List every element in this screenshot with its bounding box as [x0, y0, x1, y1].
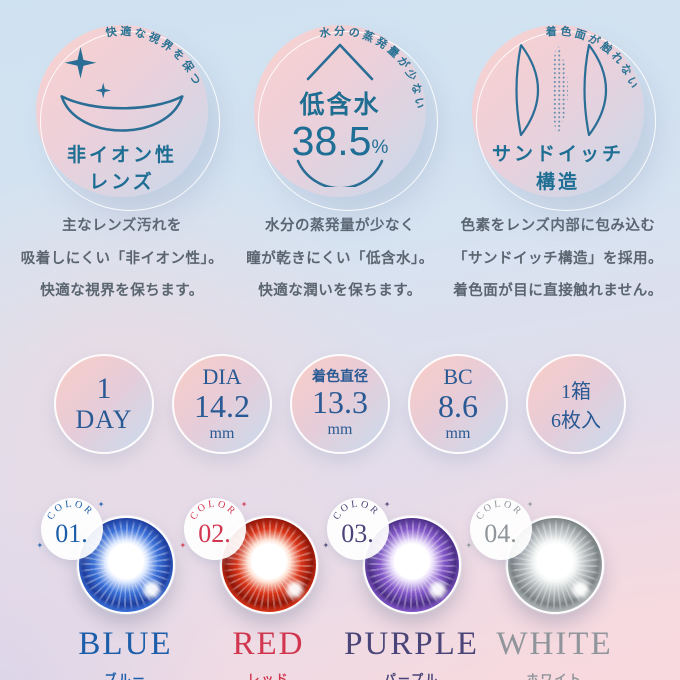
svg-text:快適な視界を保つ: 快適な視界を保つ — [104, 24, 203, 89]
color-name-jp: レッド — [247, 671, 290, 680]
color-option-red[interactable]: COLOR 02. ✦ ✦ RED レッド — [180, 497, 328, 680]
feature-description: 水分の蒸発量が少なく 瞳が乾きにくい「低含水」。 快適な潤いを保ちます。 — [246, 218, 434, 300]
color-number-badge: COLOR 02. ✦ ✦ — [180, 497, 248, 560]
color-number-badge: COLOR 03. ✦ ✦ — [323, 497, 391, 560]
svg-text:COLOR: COLOR — [331, 498, 382, 521]
lens-glint — [143, 580, 161, 598]
lens-glint — [286, 580, 304, 598]
spec-color-diameter: 着色直径 13.3 mm — [290, 353, 390, 454]
feature-low-water: 水分の蒸発量が少ない 低含水 38.5% 水分の蒸発量が少なく 瞳が乾きにくい「… — [235, 24, 445, 308]
sparkle-icon: ✦ — [240, 499, 248, 509]
lens-swatch[interactable] — [76, 515, 175, 614]
spec-quantity: 1箱 6枚入 — [526, 353, 626, 454]
lens-glint — [572, 580, 590, 598]
sparkle-icon: ✦ — [526, 499, 534, 509]
svg-text:COLOR: COLOR — [474, 498, 525, 521]
feature-sandwich: 着色面が触れない サンドイッチ 構造 — [453, 24, 663, 308]
svg-text:水分の蒸発量が少ない: 水分の蒸発量が少ない — [318, 24, 425, 112]
svg-text:COLOR: COLOR — [188, 498, 239, 521]
svg-text:COLOR: COLOR — [45, 498, 96, 521]
sparkle-icon: ✦ — [465, 540, 473, 550]
sparkle-icon: ✦ — [179, 540, 187, 550]
arc-caption: 着色面が触れない — [544, 24, 640, 93]
spec-bc: BC 8.6 mm — [408, 353, 508, 454]
feature-badge-circle: 水分の蒸発量が少ない 低含水 38.5% — [254, 24, 439, 212]
color-lineup-row: COLOR 01. ✦ ✦ BLUE ブルー COLOR 02. — [0, 497, 680, 680]
arc-caption: 水分の蒸発量が少ない — [318, 24, 425, 112]
sparkle-icon: ✦ — [322, 540, 330, 550]
color-name-jp: ブルー — [104, 671, 147, 680]
decorative-ring — [257, 30, 439, 212]
specs-row: 1 DAY DIA 14.2 mm 着色直径 13.3 mm BC 8.6 mm… — [0, 353, 680, 454]
sparkle-icon: ✦ — [383, 499, 391, 509]
color-number-badge: COLOR 04. ✦ ✦ — [466, 497, 534, 560]
feature-non-ionic: 快適な視界を保つ 非イオン性 レンズ 主なレンズ汚れを 吸着しにくい「非イオン性… — [17, 24, 227, 308]
feature-description: 色素をレンズ内部に包み込む 「サンドイッチ構造」を採用。 着色面が目に直接触れま… — [453, 218, 663, 300]
color-name: RED — [232, 625, 305, 662]
color-option-white[interactable]: COLOR 04. ✦ ✦ WHITE ホワイト — [466, 497, 614, 680]
feature-badge-circle: 快適な視界を保つ 非イオン性 レンズ — [36, 24, 221, 212]
spec-dia: DIA 14.2 mm — [172, 353, 272, 454]
sparkle-icon: ✦ — [36, 540, 44, 550]
color-name: WHITE — [496, 625, 613, 662]
color-name-jp: パープル — [383, 671, 440, 680]
sparkle-icon: ✦ — [97, 499, 105, 509]
color-name: BLUE — [78, 625, 173, 662]
features-row: 快適な視界を保つ 非イオン性 レンズ 主なレンズ汚れを 吸着しにくい「非イオン性… — [0, 0, 680, 308]
feature-badge-circle: 着色面が触れない サンドイッチ 構造 — [472, 24, 657, 212]
decorative-ring — [475, 30, 657, 212]
color-option-blue[interactable]: COLOR 01. ✦ ✦ BLUE ブルー — [37, 497, 185, 680]
color-number-badge: COLOR 01. ✦ ✦ — [37, 497, 105, 560]
color-name-jp: ホワイト — [526, 671, 583, 680]
decorative-ring — [39, 30, 221, 212]
svg-text:着色面が触れない: 着色面が触れない — [544, 24, 640, 93]
lens-glint — [429, 580, 447, 598]
color-option-purple[interactable]: COLOR 03. ✦ ✦ PURPLE パープル — [323, 497, 477, 680]
feature-description: 主なレンズ汚れを 吸着しにくい「非イオン性」。 快適な視界を保ちます。 — [20, 218, 224, 300]
arc-caption: 快適な視界を保つ — [104, 24, 203, 89]
spec-1day: 1 DAY — [54, 353, 154, 454]
color-name: PURPLE — [344, 625, 479, 662]
